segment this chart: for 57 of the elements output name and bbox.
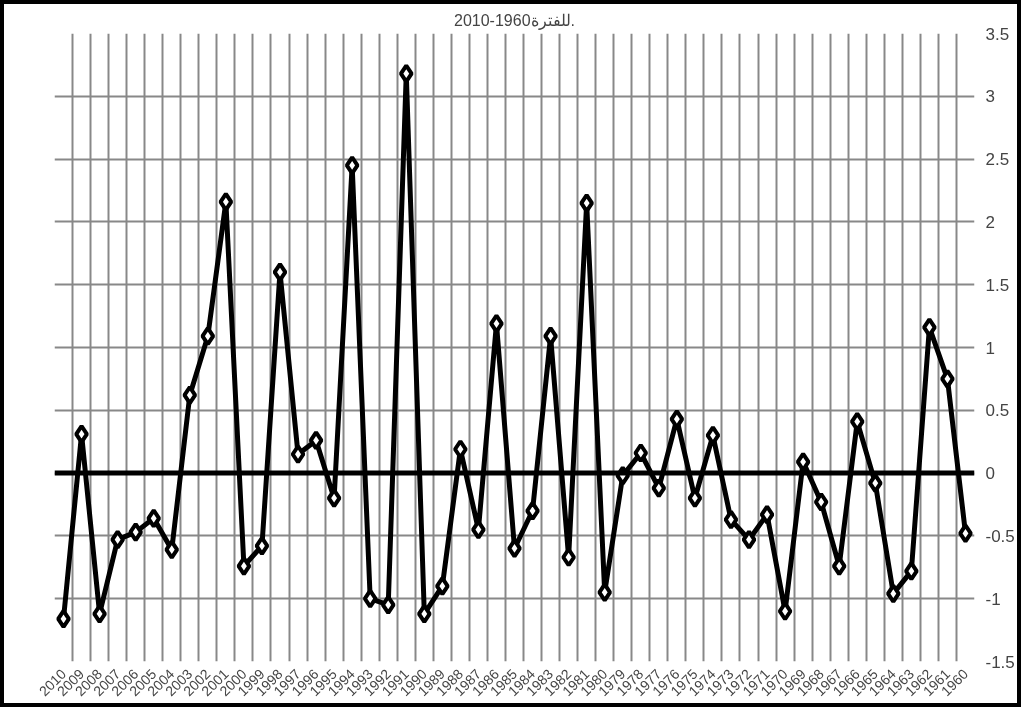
point xyxy=(904,561,919,582)
point xyxy=(579,193,594,214)
y-tick-label: 0.5 xyxy=(985,401,1010,421)
point xyxy=(326,488,342,509)
point xyxy=(92,603,107,624)
point xyxy=(795,451,811,472)
point xyxy=(128,522,144,543)
point xyxy=(471,519,486,540)
point xyxy=(489,313,504,334)
point xyxy=(561,547,576,568)
point xyxy=(435,576,450,597)
point xyxy=(218,191,234,212)
point xyxy=(164,539,180,560)
point xyxy=(525,500,540,521)
y-tick-label: -0.5 xyxy=(985,526,1015,546)
y-tick-label: 3 xyxy=(985,87,995,107)
point xyxy=(308,430,324,451)
point xyxy=(543,326,558,347)
point xyxy=(867,473,883,494)
y-tick-label: 3.5 xyxy=(985,24,1010,44)
y-tick-label: -1.5 xyxy=(985,652,1015,672)
y-tick-label: 2 xyxy=(985,212,995,232)
point xyxy=(940,368,955,389)
point xyxy=(507,538,522,559)
point xyxy=(777,601,793,622)
point xyxy=(831,556,847,577)
point xyxy=(344,155,360,176)
point xyxy=(759,504,775,525)
point xyxy=(398,63,414,84)
point xyxy=(362,588,378,609)
y-tick-label: -1 xyxy=(985,589,1001,609)
point xyxy=(922,317,937,338)
chart-title: للفترة1960-2010. xyxy=(454,11,575,30)
y-tick-label: 1 xyxy=(985,338,995,358)
y-tick-label: 2.5 xyxy=(985,150,1010,170)
point xyxy=(290,444,306,465)
point xyxy=(741,529,757,550)
point xyxy=(633,443,649,463)
y-tick-label: 0 xyxy=(985,464,995,484)
point xyxy=(56,608,71,629)
point xyxy=(146,508,162,529)
y-tick-label: 1.5 xyxy=(985,275,1010,295)
point xyxy=(416,603,432,624)
point xyxy=(597,582,613,603)
point xyxy=(74,424,89,445)
point xyxy=(236,556,252,577)
point xyxy=(849,411,865,432)
point xyxy=(254,535,270,556)
point xyxy=(958,523,973,544)
point xyxy=(813,491,829,512)
point xyxy=(200,326,216,347)
point xyxy=(380,594,396,615)
point xyxy=(885,583,901,604)
point xyxy=(723,509,739,530)
point xyxy=(110,529,125,550)
point xyxy=(182,385,198,406)
point xyxy=(651,478,667,499)
